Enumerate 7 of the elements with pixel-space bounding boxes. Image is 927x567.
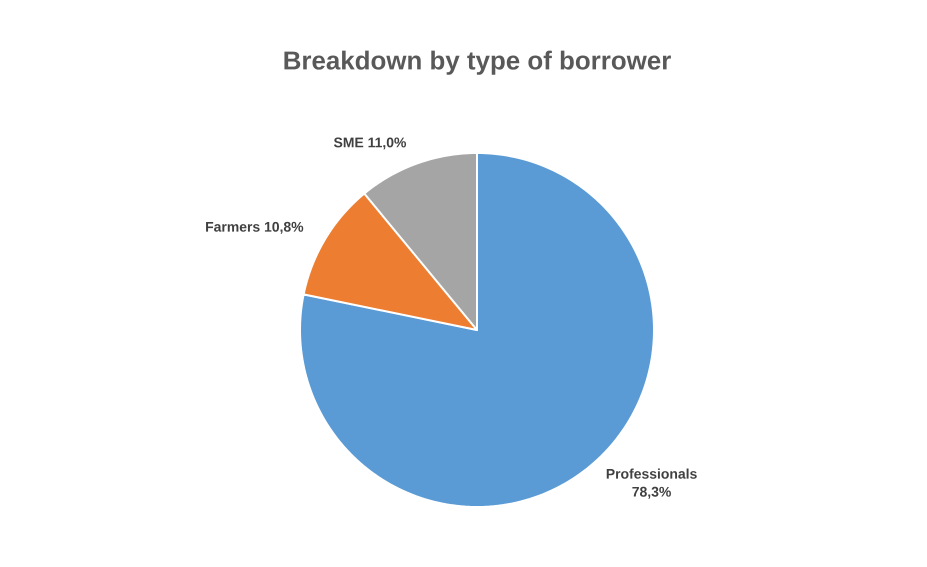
data-label: 10,8% [264, 222, 304, 234]
chart-title: Breakdown by type of borrower [284, 50, 671, 75]
slice-label: Professionals [606, 468, 697, 479]
slice-label: Farmers [206, 222, 260, 232]
data-label: 11,0% [368, 137, 406, 150]
slice-label: SME [334, 137, 364, 148]
data-label: 78,3% [632, 486, 671, 499]
